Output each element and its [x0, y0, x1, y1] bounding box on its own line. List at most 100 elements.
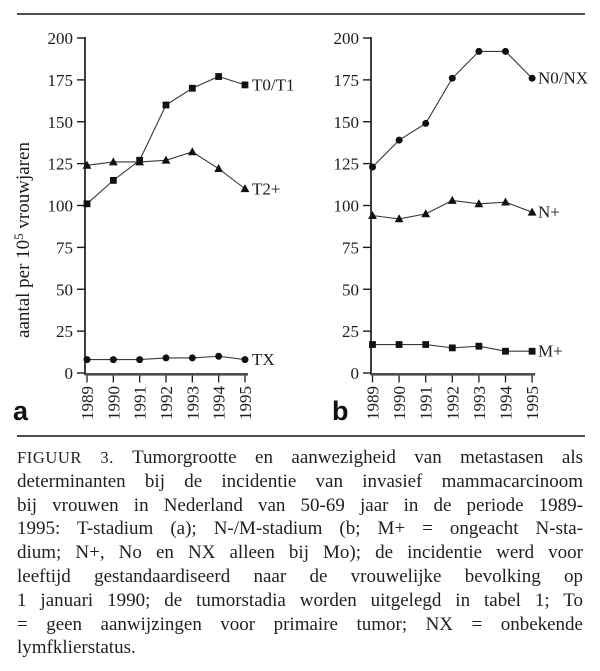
x-tick-label: 1989	[364, 386, 383, 420]
square-marker	[109, 176, 117, 184]
square-marker	[475, 342, 483, 350]
series-label-T2+: T2+	[252, 179, 280, 198]
x-tick-label: 1991	[131, 386, 150, 420]
y-tick-label: 0	[65, 364, 74, 383]
square-marker	[448, 344, 456, 352]
circle-marker	[369, 163, 376, 171]
chart-panel-b: 0 25 50 75 100 125 150 175 200 1989 1990 1991 1992 19…	[332, 29, 588, 426]
series-line-T0/T1	[86, 75, 246, 205]
caption-figure-label: FIGUUR 3.	[17, 448, 114, 467]
x-tick-label: 1994	[210, 386, 229, 421]
caption-line: FIGUUR 3. Tumorgrootte en aanwezigheid v…	[17, 446, 583, 470]
y-tick-label: 75	[56, 238, 73, 257]
x-tick-label: 1990	[390, 386, 409, 420]
bottom-rule	[17, 435, 585, 437]
square-marker	[395, 341, 403, 348]
series-label-N0/NX: N0/NX	[538, 69, 588, 88]
x-tick-label: 1995	[236, 386, 255, 420]
circle-marker	[162, 354, 170, 362]
triangle-marker	[368, 210, 377, 219]
y-tick-label: 125	[48, 155, 74, 174]
triangle-marker	[240, 184, 250, 193]
y-tick-label: 150	[334, 113, 360, 132]
square-marker	[502, 347, 509, 355]
series-label-M+: M+	[538, 342, 563, 361]
series-label-TX: TX	[252, 350, 275, 369]
square-marker	[369, 341, 376, 348]
circle-marker	[395, 136, 403, 144]
circle-marker	[136, 356, 144, 364]
x-tick-label: 1991	[417, 386, 436, 420]
square-marker	[528, 347, 536, 355]
triangle-marker	[82, 160, 92, 169]
figure-caption: FIGUUR 3. Tumorgrootte en aanwezigheid v…	[17, 446, 583, 660]
circle-marker	[241, 356, 249, 364]
circle-marker	[188, 354, 196, 362]
circle-marker	[448, 74, 456, 82]
y-tick-label: 50	[342, 280, 359, 299]
caption-text: Tumorgrootte en aanwezigheid van metasta…	[132, 447, 583, 468]
charts-svg: 0 25 50 75 100 125 150 175 200 1989 1990 1991 1992 19…	[11, 29, 588, 426]
triangle-marker	[394, 214, 404, 223]
triangle-marker	[161, 155, 171, 164]
y-axis-title: aantal per 105 vrouwjaren	[11, 142, 34, 338]
panel-letter-b: b	[332, 396, 349, 426]
caption-line: bij vrouwen in Nederland van 50-69 jaar …	[17, 494, 583, 516]
x-tick-label: 1992	[443, 386, 462, 420]
x-tick-label: 1993	[183, 386, 202, 420]
caption-line: dium; N+, No en NX alleen bij Mo); de in…	[17, 542, 583, 564]
caption-line: 1995: T-stadium (a); N-/M-stadium (b; M+…	[17, 518, 583, 540]
series-line-N0/NX	[372, 50, 533, 168]
caption-line: determinanten bij de incidentie van inva…	[17, 470, 583, 492]
triangle-marker	[214, 164, 224, 173]
triangle-marker	[527, 207, 537, 216]
caption-line: leeftijd gestandaardiseerd naar de vrouw…	[17, 565, 583, 587]
y-tick-label: 200	[334, 29, 360, 48]
y-tick-label: 25	[342, 322, 359, 341]
caption-line: 1 januari 1990; de tumorstadia worden ui…	[17, 589, 583, 611]
triangle-marker	[421, 209, 431, 218]
y-tick-label: 175	[48, 71, 74, 90]
y-tick-label: 50	[56, 280, 73, 299]
chart-panel-a: 0 25 50 75 100 125 150 175 200 1989 1990 1991 1992 19…	[11, 29, 295, 426]
y-tick-label: 150	[48, 113, 74, 132]
y-tick-label: 25	[56, 322, 73, 341]
top-rule	[17, 13, 585, 15]
y-tick-label: 125	[334, 155, 360, 174]
square-marker	[241, 81, 249, 89]
x-tick-label: 1992	[157, 386, 176, 420]
square-marker	[422, 341, 430, 348]
y-tick-label: 100	[334, 197, 360, 216]
panel-letter-a: a	[13, 396, 29, 426]
square-marker	[188, 84, 196, 92]
y-tick-label: 200	[48, 29, 74, 48]
y-tick-label: 0	[351, 364, 360, 383]
circle-marker	[502, 47, 509, 55]
circle-marker	[83, 356, 91, 364]
y-tick-label: 100	[48, 197, 74, 216]
triangle-marker	[501, 197, 510, 206]
y-tick-label: 175	[334, 71, 360, 90]
triangle-marker	[135, 157, 145, 166]
caption-line: lymfklierstatus.	[17, 637, 136, 659]
square-marker	[162, 101, 170, 109]
caption-line: = geen aanwijzingen voor primaire tumor;…	[17, 613, 583, 635]
triangle-marker	[447, 195, 457, 204]
x-tick-label: 1995	[523, 386, 542, 420]
x-tick-label: 1989	[78, 386, 97, 420]
square-marker	[83, 200, 91, 208]
circle-marker	[215, 352, 223, 360]
circle-marker	[528, 74, 536, 82]
y-tick-label: 75	[342, 238, 359, 257]
x-tick-label: 1993	[470, 386, 489, 420]
triangle-marker	[474, 199, 484, 208]
x-tick-label: 1990	[104, 386, 123, 420]
series-label-N+: N+	[538, 203, 560, 222]
triangle-marker	[187, 147, 197, 156]
circle-marker	[109, 356, 117, 364]
triangle-marker	[108, 157, 118, 166]
square-marker	[215, 73, 223, 80]
series-label-T0/T1: T0/T1	[252, 75, 295, 94]
x-tick-label: 1994	[497, 386, 516, 421]
